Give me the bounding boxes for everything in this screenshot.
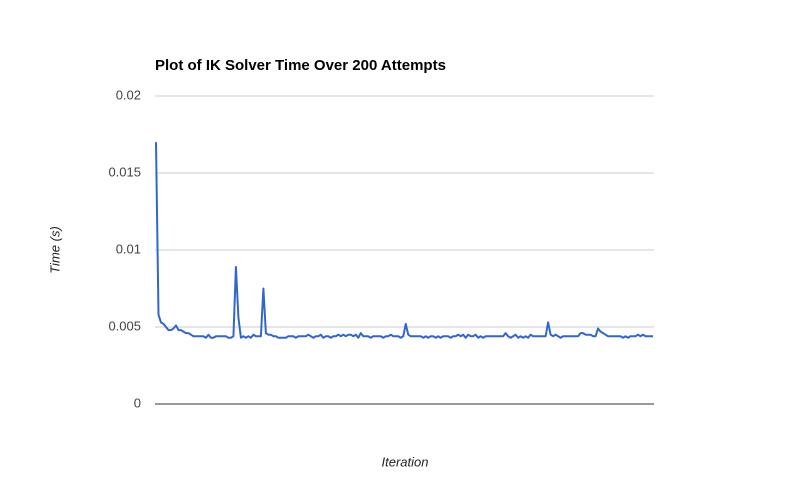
- y-tick-label: 0.005: [108, 318, 141, 333]
- y-tick-label: 0.02: [116, 87, 141, 102]
- chart-title: Plot of IK Solver Time Over 200 Attempts: [155, 57, 446, 74]
- data-line: [155, 142, 653, 339]
- y-tick-label: 0.01: [116, 241, 141, 256]
- y-tick-label: 0.015: [108, 164, 141, 179]
- y-tick-label: 0: [134, 395, 141, 410]
- y-axis-title: Time (s): [47, 226, 62, 274]
- x-axis-title: Iteration: [382, 454, 429, 469]
